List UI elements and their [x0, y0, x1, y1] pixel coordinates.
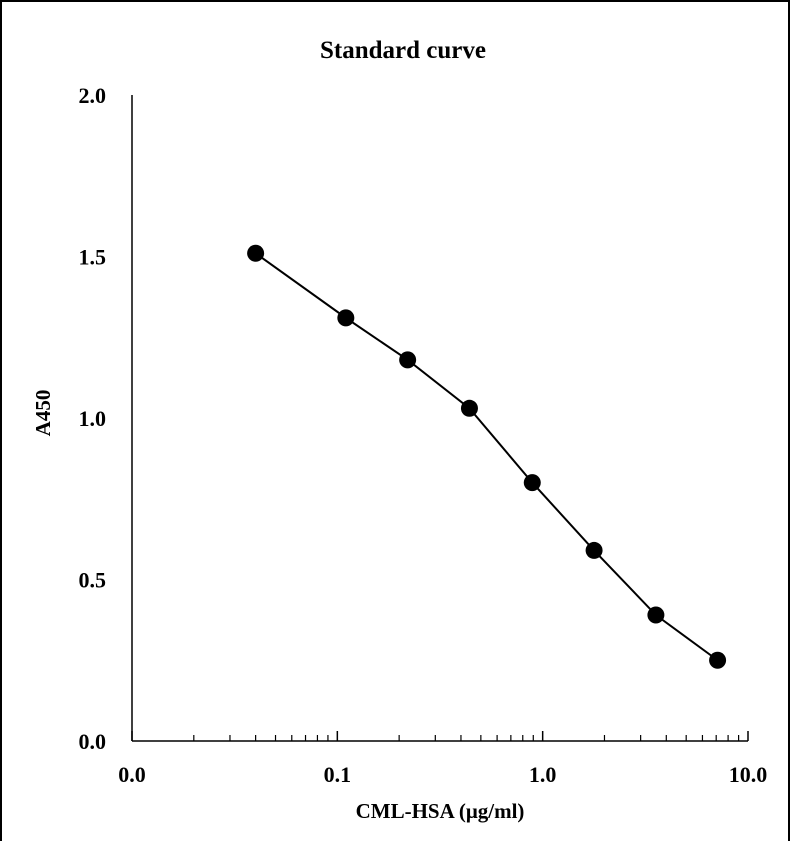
y-axis-label: A450 — [31, 390, 55, 437]
y-tick-labels: 0.0 0.5 1.0 1.5 2.0 — [79, 83, 107, 754]
data-point — [523, 474, 541, 492]
y-tick-label: 1.5 — [79, 245, 107, 270]
x-axis-label: CML-HSA (μg/ml) — [356, 799, 525, 823]
data-point — [399, 351, 417, 369]
data-point — [709, 651, 727, 669]
data-point — [337, 309, 355, 327]
series-line — [255, 252, 719, 662]
y-tick-label: 1.0 — [79, 406, 107, 431]
series-points-group — [247, 244, 727, 669]
data-point — [647, 606, 665, 624]
x-tick-label: 1.0 — [529, 762, 557, 787]
y-tick-label: 0.5 — [79, 568, 107, 593]
data-point — [247, 244, 265, 262]
y-tick-label: 0.0 — [79, 729, 107, 754]
chart-title: Standard curve — [320, 37, 486, 64]
x-major-ticks — [131, 731, 749, 741]
data-point — [585, 541, 603, 559]
x-tick-label: 0.0 — [118, 762, 146, 787]
data-point — [460, 399, 478, 417]
x-tick-label: 10.0 — [729, 762, 768, 787]
x-tick-labels: 0.0 0.1 1.0 10.0 — [118, 762, 767, 787]
series-line-group — [255, 252, 719, 662]
x-tick-label: 0.1 — [324, 762, 352, 787]
y-tick-label: 2.0 — [79, 83, 107, 108]
x-minor-ticks — [193, 735, 740, 741]
